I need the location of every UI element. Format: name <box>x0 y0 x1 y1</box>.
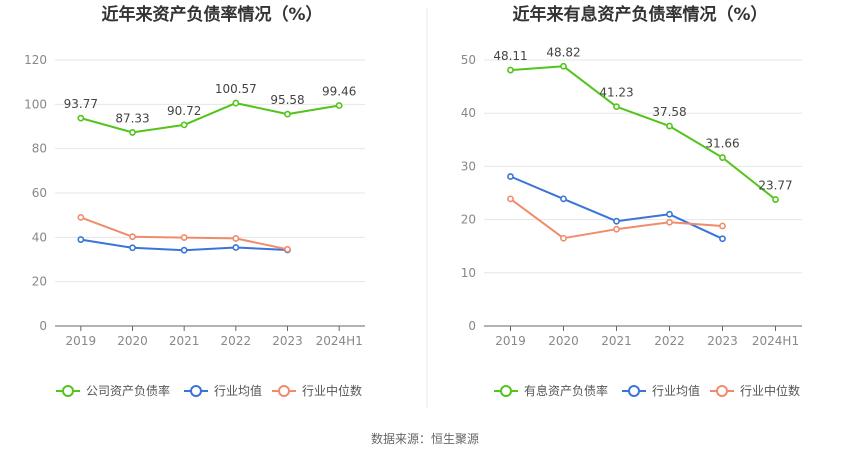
data-point[interactable] <box>613 225 620 233</box>
data-point[interactable] <box>560 62 567 70</box>
x-tick-label: 2024H1 <box>316 334 363 348</box>
data-point[interactable] <box>129 233 136 241</box>
data-point[interactable] <box>719 222 726 230</box>
y-tick-label: 0 <box>39 319 47 333</box>
data-point[interactable] <box>335 102 343 109</box>
legend-item[interactable]: 公司资产负债率 <box>56 383 170 398</box>
x-tick-label: 2019 <box>66 334 97 348</box>
data-label: 48.11 <box>493 49 527 63</box>
y-tick-label: 20 <box>32 275 47 289</box>
data-point[interactable] <box>232 99 240 107</box>
data-point[interactable] <box>507 173 514 180</box>
data-point[interactable] <box>284 245 291 253</box>
data-label: 93.77 <box>64 97 98 111</box>
legend-label: 行业均值 <box>214 383 262 398</box>
legend-marker <box>278 385 290 397</box>
data-label: 100.57 <box>215 82 257 96</box>
legend-label: 公司资产负债率 <box>86 383 170 398</box>
data-point[interactable] <box>560 195 567 203</box>
legend-label: 行业均值 <box>652 383 700 398</box>
legend-item[interactable]: 有息资产负债率 <box>494 383 608 398</box>
data-point[interactable] <box>719 235 726 243</box>
x-tick-label: 2019 <box>495 334 526 348</box>
x-tick-label: 2024H1 <box>752 334 799 348</box>
x-tick-label: 2023 <box>272 334 303 348</box>
x-tick-label: 2022 <box>654 334 685 348</box>
data-point[interactable] <box>613 217 620 225</box>
y-tick-label: 10 <box>461 266 476 280</box>
data-label: 87.33 <box>115 111 149 125</box>
data-label: 95.58 <box>270 93 304 107</box>
series-line-0 <box>510 65 777 201</box>
chart-title: 近年来有息资产负债率情况（%） <box>512 4 767 25</box>
y-tick-label: 40 <box>32 230 47 244</box>
legend-marker <box>628 385 640 397</box>
data-label: 31.66 <box>705 137 739 151</box>
x-tick-label: 2021 <box>169 334 200 348</box>
legend-marker <box>62 385 74 397</box>
data-label: 48.82 <box>546 45 580 59</box>
data-point[interactable] <box>77 236 85 243</box>
y-tick-label: 120 <box>24 53 47 67</box>
data-point[interactable] <box>507 195 514 203</box>
data-label: 99.46 <box>322 85 356 99</box>
data-label: 90.72 <box>167 104 201 118</box>
y-tick-label: 0 <box>468 319 476 333</box>
data-point[interactable] <box>772 196 779 203</box>
data-label: 23.77 <box>758 179 792 193</box>
y-tick-label: 80 <box>32 142 47 156</box>
data-source-footer: 数据来源：恒生聚源 <box>371 431 479 446</box>
data-point[interactable] <box>77 213 85 221</box>
data-point[interactable] <box>129 244 136 252</box>
y-tick-label: 20 <box>461 213 476 227</box>
data-point[interactable] <box>560 234 567 242</box>
data-point[interactable] <box>180 234 188 241</box>
chart-interest-bearing-liability-ratio: 近年来有息资产负债率情况（%） 0 10 20 30 40 50 2019 2020 2021 20… <box>461 4 802 398</box>
data-point[interactable] <box>180 246 188 254</box>
legend-item[interactable]: 行业均值 <box>184 383 262 398</box>
y-tick-label: 40 <box>461 106 476 120</box>
legend-item[interactable]: 行业均值 <box>622 383 700 398</box>
chart-title: 近年来资产负债率情况（%） <box>101 4 322 25</box>
x-tick-label: 2023 <box>707 334 738 348</box>
x-tick-label: 2020 <box>117 334 148 348</box>
data-point[interactable] <box>666 210 673 218</box>
legend-label: 行业中位数 <box>302 383 362 398</box>
data-point[interactable] <box>666 122 673 130</box>
y-tick-label: 50 <box>461 53 476 67</box>
chart-asset-liability-ratio: 近年来资产负债率情况（%） 0 20 40 60 80 100 120 2019 2020 2021… <box>24 4 365 398</box>
legend-item[interactable]: 行业中位数 <box>710 383 800 398</box>
legend-marker <box>500 385 512 397</box>
data-point[interactable] <box>232 235 240 242</box>
legend-marker <box>716 385 728 397</box>
data-point[interactable] <box>613 103 620 111</box>
data-point[interactable] <box>284 110 291 118</box>
legend-label: 行业中位数 <box>740 383 800 398</box>
series-line-0 <box>80 102 340 134</box>
data-point[interactable] <box>666 218 673 226</box>
y-tick-label: 100 <box>24 97 47 111</box>
x-tick-label: 2022 <box>221 334 252 348</box>
data-point[interactable] <box>507 66 514 74</box>
data-label: 37.58 <box>652 105 686 119</box>
legend-marker <box>190 385 202 397</box>
data-point[interactable] <box>77 114 85 122</box>
legend-label: 有息资产负债率 <box>524 383 608 398</box>
legend-item[interactable]: 行业中位数 <box>272 383 362 398</box>
data-point[interactable] <box>719 154 726 161</box>
data-point[interactable] <box>129 129 136 136</box>
x-tick-label: 2020 <box>548 334 579 348</box>
data-point[interactable] <box>232 244 240 251</box>
data-label: 41.23 <box>599 86 633 100</box>
data-point[interactable] <box>180 121 188 129</box>
y-tick-label: 60 <box>32 186 47 200</box>
x-tick-label: 2021 <box>601 334 632 348</box>
y-tick-label: 30 <box>461 159 476 173</box>
